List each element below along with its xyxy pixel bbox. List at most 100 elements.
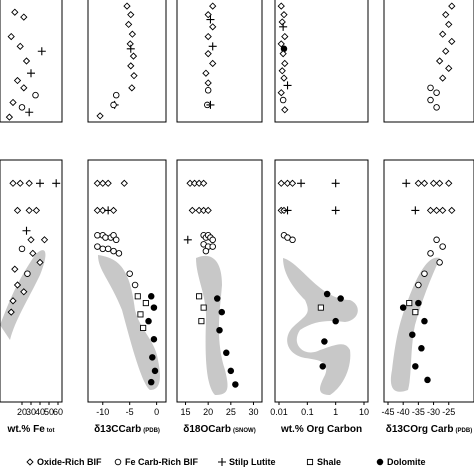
data-point-bottom-o18carb — [218, 308, 226, 316]
data-point-bottom-o18carb — [204, 206, 212, 215]
data-point-bottom-orgc — [331, 179, 340, 188]
data-point-top-o18carb — [206, 100, 215, 109]
legend-label: Shale — [317, 457, 341, 467]
x-tick-label: -35 — [412, 407, 425, 417]
data-point-top-c13org — [448, 2, 456, 10]
data-point-bottom-fe — [25, 179, 33, 187]
data-point-bottom-c13org — [415, 299, 422, 307]
data-point-top-c13org — [448, 37, 456, 46]
axis-label-o18carb: δ18OCarb (SNOW) — [183, 424, 255, 435]
data-point-bottom-c13carb — [131, 281, 139, 289]
data-point-bottom-o18carb — [216, 326, 223, 334]
x-tick-label: 0 — [154, 407, 159, 417]
data-point-bottom-fe — [40, 236, 49, 244]
panel-top-frame-c13org — [383, 0, 474, 123]
data-point-top-fe — [7, 32, 15, 41]
data-point-bottom-o18carb — [227, 367, 235, 375]
data-point-bottom-c13org — [421, 317, 428, 325]
data-point-top-o18carb — [209, 23, 217, 31]
data-point-bottom-fe — [13, 206, 22, 215]
data-point-bottom-c13org — [421, 270, 428, 277]
panel-top-frame-c13carb — [87, 0, 167, 123]
data-point-bottom-c13org — [411, 206, 420, 215]
data-point-top-c13org — [427, 96, 434, 104]
data-point-top-fe — [18, 104, 26, 111]
data-point-top-fe — [13, 76, 22, 85]
data-point-top-c13carb — [127, 11, 135, 19]
data-point-bottom-c13org — [406, 300, 413, 307]
data-point-bottom-c13org — [415, 281, 422, 289]
data-point-top-orgc — [280, 11, 288, 19]
x-tick-label: 30 — [248, 407, 258, 417]
data-point-bottom-fe — [7, 308, 15, 316]
data-point-top-c13carb — [128, 30, 137, 38]
axis-label-c13carb: δ13CCarb (PDB) — [94, 424, 160, 435]
legend: Oxide-Rich BIF Fe Carb-Rich BIF Stilp Luti… — [37, 457, 426, 467]
data-point-top-c13carb — [126, 44, 135, 53]
data-point-bottom-orgc — [289, 236, 296, 244]
data-point-bottom-c13carb — [99, 206, 107, 215]
data-point-bottom-c13org — [445, 179, 453, 187]
data-point-top-c13carb — [110, 101, 117, 109]
data-point-top-c13carb — [96, 112, 104, 120]
data-point-bottom-c13carb — [94, 243, 101, 250]
data-point-top-o18carb — [204, 50, 212, 58]
data-point-top-c13org — [427, 84, 434, 92]
data-point-bottom-c13carb — [93, 206, 102, 215]
data-point-top-orgc — [277, 40, 285, 48]
data-point-top-orgc — [277, 89, 285, 97]
data-point-top-c13carb — [129, 52, 138, 60]
data-point-bottom-fe — [32, 206, 41, 215]
data-point-bottom-c13org — [432, 206, 441, 215]
data-point-bottom-c13carb — [126, 270, 133, 277]
data-point-bottom-c13org — [412, 309, 419, 316]
data-point-bottom-orgc — [331, 206, 340, 215]
x-tick-label: 1 — [333, 407, 338, 417]
data-points — [5, 2, 456, 466]
x-tick-label: -40 — [397, 407, 410, 417]
data-point-bottom-o18carb — [213, 295, 221, 302]
x-tick-label: 40 — [35, 407, 45, 417]
data-point-bottom-c13carb — [109, 206, 118, 215]
data-point-bottom-fe — [27, 236, 35, 244]
data-point-bottom-c13carb — [99, 245, 107, 253]
panel-bottom-frame-c13org — [383, 159, 474, 403]
axis-label-c13org: δ13COrg Carb (PDB) — [386, 424, 472, 435]
data-point-bottom-c13carb — [104, 245, 112, 253]
data-point-top-o18carb — [204, 79, 212, 87]
data-point-top-c13org — [445, 20, 453, 29]
panel-frames — [0, 0, 474, 403]
data-point-bottom-c13org — [402, 179, 411, 188]
x-tick-label: 10 — [359, 407, 369, 417]
legend-marker-square — [306, 458, 314, 466]
data-point-top-orgc — [279, 50, 287, 58]
data-point-bottom-fe — [11, 265, 19, 273]
x-tick-label: 25 — [226, 407, 236, 417]
data-point-top-c13org — [445, 64, 453, 72]
data-point-bottom-c13carb — [150, 335, 158, 343]
data-point-top-orgc — [278, 67, 286, 75]
x-tick-label: 15 — [181, 407, 191, 417]
data-point-bottom-c13org — [420, 179, 429, 187]
data-point-bottom-c13org — [412, 363, 419, 370]
data-point-top-c13carb — [130, 72, 138, 80]
data-point-bottom-o18carb — [209, 243, 216, 250]
data-point-bottom-c13org — [414, 179, 423, 187]
x-tick-label: 0.01 — [270, 407, 288, 417]
x-tick-label: -5 — [126, 407, 134, 417]
data-point-bottom-c13org — [439, 243, 446, 250]
data-point-top-o18carb — [209, 2, 217, 10]
data-point-bottom-c13org — [424, 376, 431, 384]
x-tick-label: 20 — [203, 407, 213, 417]
data-point-bottom-c13carb — [137, 311, 144, 318]
data-point-bottom-c13carb — [134, 293, 141, 300]
legend-label: Fe Carb-Rich BIF — [125, 457, 199, 467]
data-point-top-fe — [25, 108, 34, 117]
legend-marker-circle — [114, 458, 122, 466]
data-point-top-orgc — [281, 106, 289, 114]
legend-marker-plus — [218, 458, 226, 466]
data-point-bottom-c13carb — [94, 232, 101, 239]
data-point-top-o18carb — [204, 87, 212, 94]
data-point-bottom-fe — [9, 297, 17, 305]
data-point-bottom-c13carb — [104, 179, 112, 187]
